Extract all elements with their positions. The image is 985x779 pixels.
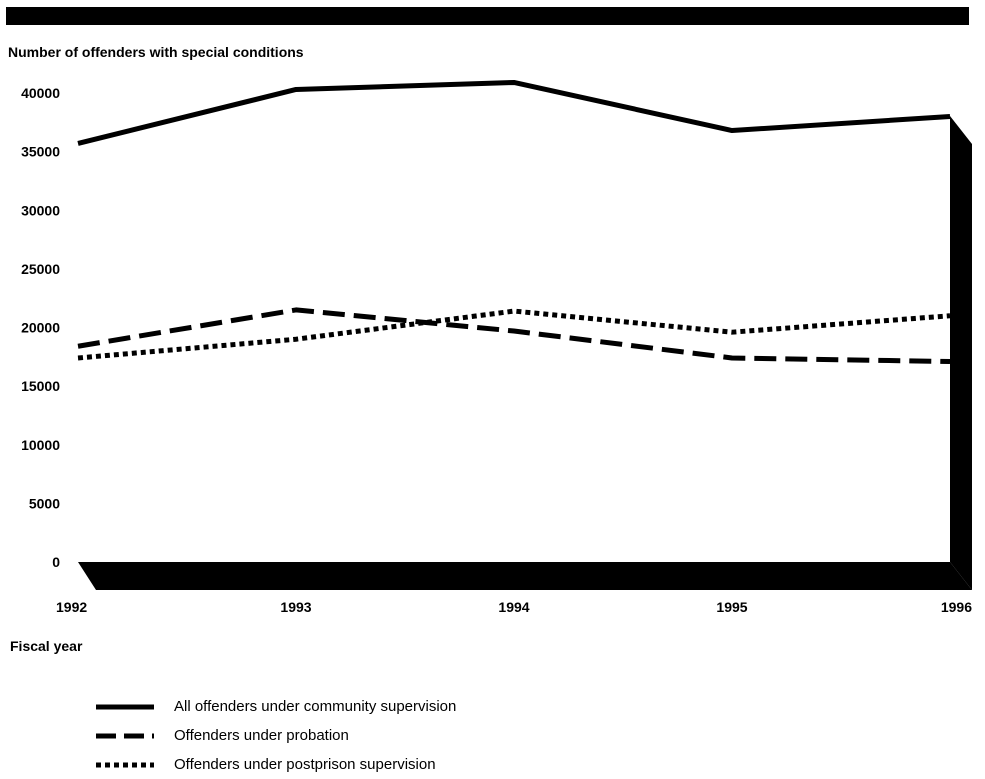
y-tick-labels: 0 5000 10000 15000 20000 25000 30000 35000 40000 xyxy=(21,85,60,570)
y-tick-label: 25000 xyxy=(21,261,60,277)
x-tick-label: 1994 xyxy=(498,599,529,615)
y-tick-label: 10000 xyxy=(21,437,60,453)
series-line-dotted xyxy=(77,308,951,361)
floor-3d-shadow xyxy=(78,562,972,590)
legend-label: Offenders under postprison supervision xyxy=(174,756,436,773)
x-tick-label: 1992 xyxy=(56,599,87,615)
x-tick-label: 1995 xyxy=(716,599,747,615)
legend-item-all-offenders: All offenders under community supervisio… xyxy=(96,692,456,721)
y-tick-label: 15000 xyxy=(21,378,60,394)
y-tick-label: 5000 xyxy=(29,495,60,511)
y-tick-label: 0 xyxy=(52,554,60,570)
y-tick-label: 40000 xyxy=(21,85,60,101)
y-tick-label: 35000 xyxy=(21,144,60,160)
line-chart: 0 5000 10000 15000 20000 25000 30000 35000 40000… xyxy=(21,79,972,615)
dashed-line-swatch xyxy=(96,733,154,738)
right-wall-3d-shadow xyxy=(950,116,972,590)
y-axis-label: Number of offenders with special conditi… xyxy=(8,44,304,60)
legend-item-probation: Offenders under probation xyxy=(96,721,456,750)
x-tick-label: 1993 xyxy=(280,599,311,615)
series-lines xyxy=(77,79,951,365)
x-axis-label: Fiscal year xyxy=(10,638,83,654)
legend-label: All offenders under community supervisio… xyxy=(174,698,457,715)
header-bar xyxy=(6,7,969,25)
series-line-dashed xyxy=(77,307,951,365)
x-tick-label: 1996 xyxy=(941,599,972,615)
series-line-solid xyxy=(77,79,951,146)
y-tick-label: 30000 xyxy=(21,202,60,218)
x-tick-labels: 1992 1993 1994 1995 1996 xyxy=(56,599,972,615)
dotted-line-swatch xyxy=(96,762,154,767)
solid-line-swatch xyxy=(96,704,154,709)
legend-item-postprison: Offenders under postprison supervision xyxy=(96,750,456,779)
legend-label: Offenders under probation xyxy=(174,727,349,744)
legend: All offenders under community supervisio… xyxy=(96,692,456,779)
y-tick-label: 20000 xyxy=(21,320,60,336)
